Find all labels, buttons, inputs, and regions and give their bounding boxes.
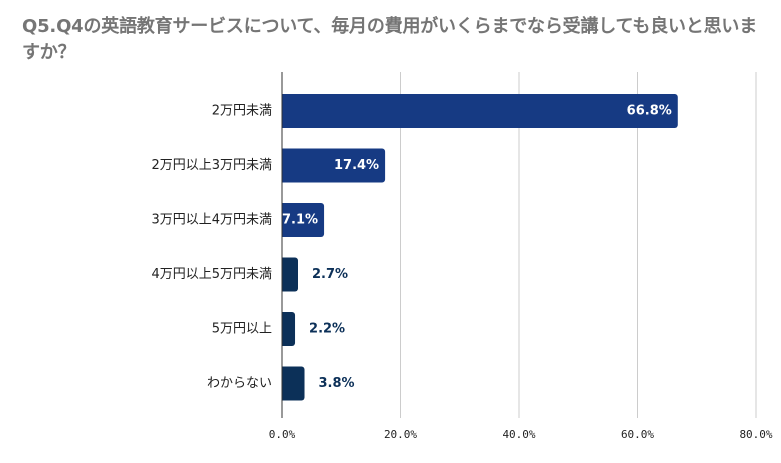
bar xyxy=(282,94,678,128)
data-label: 2.7% xyxy=(312,267,348,282)
category-label: 3万円以上4万円未満 xyxy=(151,213,272,228)
x-tick-label: 60.0% xyxy=(621,428,654,441)
bar xyxy=(282,148,386,183)
data-labels: 66.8% 17.4% 7.1% 2.7% 2.2% 3.8% xyxy=(282,104,672,392)
bar xyxy=(282,312,296,346)
x-tick-label: 40.0% xyxy=(502,428,535,441)
category-label: 2万円未満 xyxy=(212,104,272,119)
data-label: 66.8% xyxy=(627,104,672,119)
data-label: 3.8% xyxy=(319,376,355,391)
category-label: 2万円以上3万円未満 xyxy=(151,158,272,173)
bar xyxy=(282,257,298,292)
bar xyxy=(282,366,305,401)
chart-title: Q5.Q4の英語教育サービスについて、毎月の費用がいくらまでなら受講しても良いと… xyxy=(22,16,758,63)
bar xyxy=(282,203,325,237)
x-tick-labels: 0.0% 20.0% 40.0% 60.0% 80.0% xyxy=(269,428,773,441)
category-labels: 2万円未満 2万円以上3万円未満 3万円以上4万円未満 4万円以上5万円未満 5万円以上… xyxy=(151,104,272,392)
category-label: 4万円以上5万円未満 xyxy=(151,267,272,282)
x-tick-label: 80.0% xyxy=(739,428,772,441)
data-label: 17.4% xyxy=(334,158,379,173)
data-label: 7.1% xyxy=(282,213,318,228)
x-tick-label: 20.0% xyxy=(384,428,417,441)
category-label: 5万円以上 xyxy=(212,322,272,337)
data-label: 2.2% xyxy=(309,322,345,337)
x-tick-label: 0.0% xyxy=(269,428,296,441)
gridlines xyxy=(400,72,757,418)
category-label: わからない xyxy=(207,376,272,391)
bars xyxy=(282,94,678,401)
